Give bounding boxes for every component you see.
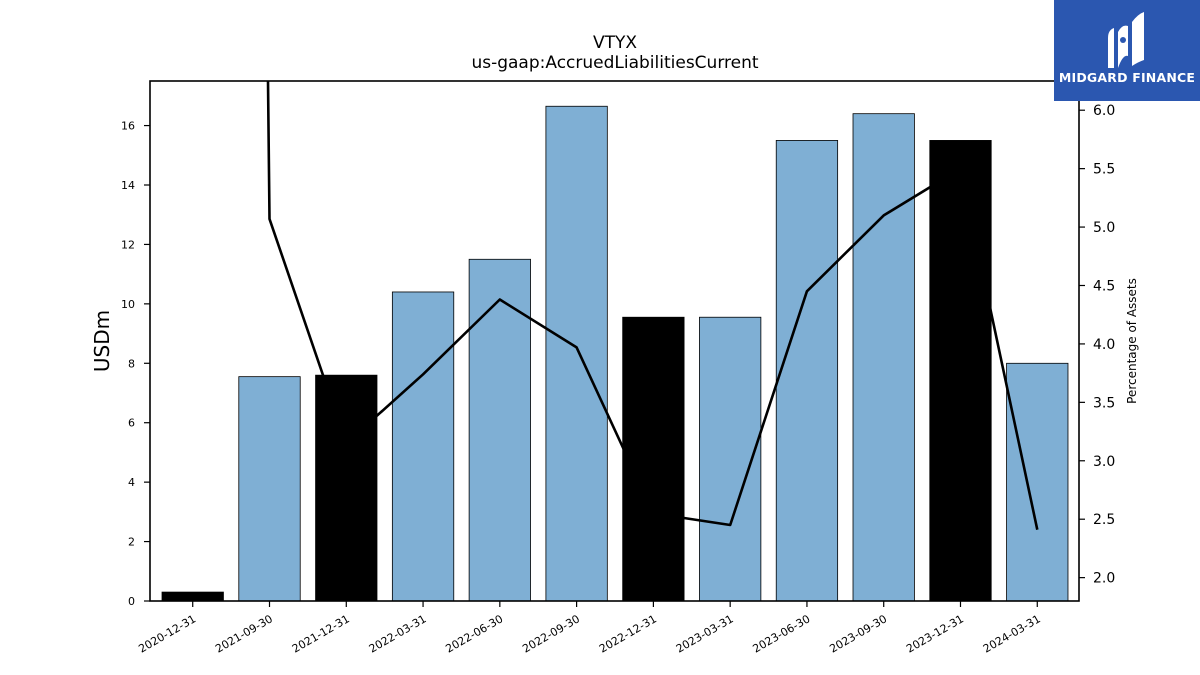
x-tick-label: 2022-06-30 xyxy=(443,612,505,655)
bar-2023-06-30 xyxy=(775,140,839,602)
bar-2022-03-31 xyxy=(391,291,455,602)
brand-logo: MIDGARD FINANCE xyxy=(1054,0,1200,101)
x-tick-label: 2022-03-31 xyxy=(367,612,429,655)
y2-tick-label: 3.5 xyxy=(1093,395,1115,411)
x-tick-label: 2022-12-31 xyxy=(597,612,659,655)
y2-tick-label: 5.0 xyxy=(1093,220,1115,236)
bars xyxy=(161,105,1069,602)
y-tick-label: 8 xyxy=(128,357,135,370)
line-percentage-of-assets xyxy=(266,80,1039,530)
x-tick-label: 2022-09-30 xyxy=(520,612,582,655)
y2-tick-label: 6.0 xyxy=(1093,103,1115,119)
y-axis-label: USDm xyxy=(90,310,114,372)
y2-tick-label: 4.0 xyxy=(1093,337,1115,353)
chart-title: VTYX xyxy=(593,33,637,53)
y2-axis-label: Percentage of Assets xyxy=(1125,278,1139,404)
y-tick-label: 4 xyxy=(128,476,135,489)
bar-2022-06-30 xyxy=(468,258,531,602)
x-tick-label: 2024-03-31 xyxy=(981,612,1043,655)
y2-tick-label: 3.0 xyxy=(1093,454,1115,470)
x-tick-label: 2021-09-30 xyxy=(213,612,275,655)
y-tick-label: 2 xyxy=(128,536,135,549)
bar-2020-12-31 xyxy=(161,591,224,602)
y2-tick-label: 2.5 xyxy=(1093,512,1115,528)
y-tick-label: 16 xyxy=(121,120,135,133)
x-tick-label: 2023-09-30 xyxy=(827,612,889,655)
x-tick-label: 2023-03-31 xyxy=(674,612,736,655)
x-tick-label: 2023-06-30 xyxy=(751,612,813,655)
brand-name: MIDGARD FINANCE xyxy=(1058,70,1196,85)
y-tick-label: 0 xyxy=(128,595,135,608)
y-tick-label: 12 xyxy=(121,238,135,251)
y2-tick-label: 5.5 xyxy=(1093,162,1115,178)
y2-tick-label: 2.0 xyxy=(1093,571,1115,587)
line-series xyxy=(266,80,1039,530)
plot-frame xyxy=(149,80,1080,602)
bar-2023-12-31 xyxy=(929,140,992,602)
bar-2022-09-30 xyxy=(545,105,608,602)
y-tick-label: 6 xyxy=(128,417,135,430)
x-tick-label: 2021-12-31 xyxy=(290,612,352,655)
y-axis: 0 2 4 6 8 10 12 14 16 xyxy=(121,120,150,608)
bar-2021-12-31 xyxy=(315,374,378,602)
y-tick-label: 14 xyxy=(121,179,135,192)
y2-axis: 2.0 2.5 3.0 3.5 4.0 4.5 5.0 5.5 6.0 xyxy=(1079,103,1115,587)
y2-tick-label: 4.5 xyxy=(1093,278,1115,294)
x-tick-label: 2023-12-31 xyxy=(904,612,966,655)
brand-mark-icon xyxy=(1108,12,1144,69)
bar-2022-12-31 xyxy=(622,316,685,602)
bar-2024-03-31 xyxy=(1006,362,1069,602)
x-axis: 2020-12-31 2021-09-30 2021-12-31 2022-03-31… xyxy=(136,601,1043,656)
bar-2021-09-30 xyxy=(238,376,301,602)
bar-2023-09-30 xyxy=(852,113,915,602)
x-tick-label: 2020-12-31 xyxy=(136,612,198,655)
y-tick-label: 10 xyxy=(121,298,135,311)
chart-subtitle: us-gaap:AccruedLiabilitiesCurrent xyxy=(471,53,758,73)
